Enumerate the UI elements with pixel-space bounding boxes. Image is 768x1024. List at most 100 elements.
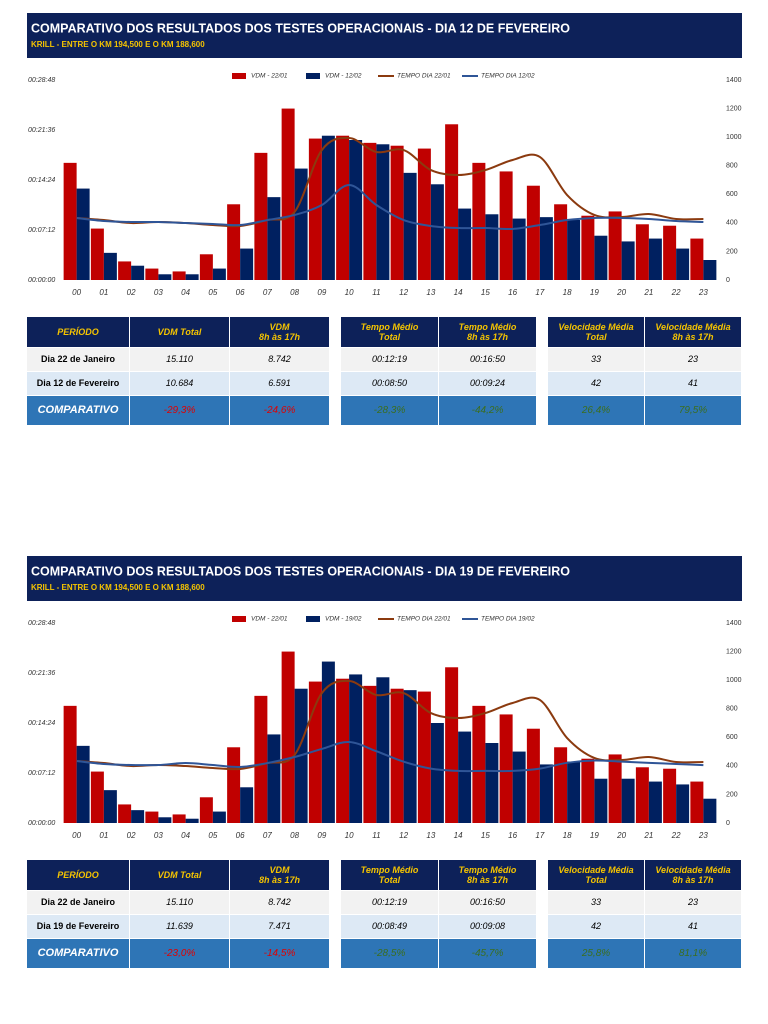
table-header-cell: VDM 8h às 17h bbox=[230, 317, 330, 347]
table-cell: COMPARATIVO bbox=[27, 938, 130, 968]
bar bbox=[172, 814, 186, 823]
bar bbox=[458, 731, 472, 823]
header-bar bbox=[27, 556, 742, 601]
x-tick-label: 20 bbox=[616, 831, 626, 840]
bar bbox=[336, 678, 350, 823]
legend-label: TEMPO DIA 19/02 bbox=[481, 616, 535, 623]
x-tick-label: 07 bbox=[263, 831, 272, 840]
bar bbox=[430, 184, 444, 280]
bar bbox=[90, 228, 104, 280]
y2-tick-label: 1400 bbox=[726, 77, 742, 84]
bar bbox=[690, 238, 704, 280]
x-tick-label: 08 bbox=[290, 288, 299, 297]
bar bbox=[635, 224, 649, 280]
bar bbox=[608, 211, 622, 280]
x-tick-label: 03 bbox=[154, 831, 163, 840]
bar bbox=[417, 691, 431, 823]
line bbox=[76, 679, 704, 771]
bar bbox=[676, 784, 690, 823]
chart-subtitle: KRILL - ENTRE O KM 194,500 E O KM 188,60… bbox=[31, 583, 205, 592]
bar bbox=[185, 818, 199, 823]
table-cell: 41 bbox=[645, 371, 742, 395]
bar bbox=[158, 817, 172, 823]
table-cell: 00:12:19 bbox=[341, 890, 439, 914]
x-tick-label: 17 bbox=[535, 831, 544, 840]
bar bbox=[663, 768, 677, 823]
x-tick-label: 10 bbox=[345, 288, 354, 297]
x-tick-label: 03 bbox=[154, 288, 163, 297]
bar bbox=[172, 271, 186, 280]
legend-swatch bbox=[232, 616, 246, 622]
bar bbox=[608, 754, 622, 823]
table-header-cell: PERÍODO bbox=[27, 317, 130, 347]
chart-title: COMPARATIVO DOS RESULTADOS DOS TESTES OP… bbox=[31, 21, 570, 35]
line bbox=[76, 183, 704, 231]
x-tick-label: 23 bbox=[698, 831, 708, 840]
bar bbox=[158, 274, 172, 280]
table-header-cell: Tempo Médio 8h às 17h bbox=[439, 317, 537, 347]
bar bbox=[185, 274, 199, 280]
bar bbox=[227, 204, 241, 280]
bar bbox=[376, 144, 390, 280]
bar bbox=[321, 661, 335, 823]
table-cell: 79,5% bbox=[645, 395, 742, 425]
y-tick-label: 00:07:12 bbox=[28, 227, 55, 234]
x-tick-label: 17 bbox=[535, 288, 544, 297]
table-cell: -23,0% bbox=[130, 938, 230, 968]
bar bbox=[621, 778, 635, 823]
bar bbox=[594, 778, 608, 823]
bar bbox=[485, 743, 499, 823]
legend-swatch bbox=[306, 616, 320, 622]
y2-tick-label: 0 bbox=[726, 277, 730, 284]
x-tick-label: 10 bbox=[345, 831, 354, 840]
bar bbox=[336, 135, 350, 280]
x-tick-label: 02 bbox=[127, 831, 136, 840]
legend-label: VDM - 12/02 bbox=[325, 73, 362, 80]
x-tick-label: 18 bbox=[563, 831, 572, 840]
y-tick-label: 00:07:12 bbox=[28, 770, 55, 777]
bar bbox=[103, 252, 117, 280]
bar bbox=[103, 790, 117, 823]
y-tick-label: 00:21:36 bbox=[28, 127, 55, 134]
bar bbox=[90, 771, 104, 823]
table-cell: 33 bbox=[548, 347, 645, 371]
bar bbox=[703, 798, 717, 823]
table-cell: 7.471 bbox=[230, 914, 330, 938]
x-tick-label: 20 bbox=[616, 288, 626, 297]
x-tick-label: 23 bbox=[698, 288, 708, 297]
chart-title: COMPARATIVO DOS RESULTADOS DOS TESTES OP… bbox=[31, 564, 570, 578]
table-cell: COMPARATIVO bbox=[27, 395, 130, 425]
y-tick-label: 00:28:48 bbox=[28, 77, 55, 84]
bar bbox=[445, 667, 459, 823]
x-tick-label: 19 bbox=[590, 831, 599, 840]
x-tick-label: 16 bbox=[508, 288, 517, 297]
bar bbox=[648, 781, 662, 823]
bar bbox=[445, 124, 459, 281]
bar bbox=[145, 268, 159, 280]
chart: COMPARATIVO DOS RESULTADOS DOS TESTES OP… bbox=[27, 13, 742, 297]
bar bbox=[240, 248, 254, 280]
x-tick-label: 15 bbox=[481, 288, 490, 297]
x-tick-label: 11 bbox=[372, 288, 380, 297]
bar bbox=[690, 781, 704, 823]
bar bbox=[512, 751, 526, 823]
x-tick-label: 00 bbox=[72, 288, 81, 297]
y2-tick-label: 400 bbox=[726, 763, 738, 770]
x-tick-label: 02 bbox=[127, 288, 136, 297]
bar bbox=[390, 145, 404, 280]
y2-tick-label: 200 bbox=[726, 248, 738, 255]
bar bbox=[131, 810, 145, 823]
y2-tick-label: 400 bbox=[726, 220, 738, 227]
bar bbox=[526, 728, 540, 823]
bar bbox=[581, 758, 595, 823]
bar bbox=[281, 651, 295, 823]
bar bbox=[567, 761, 581, 823]
bar bbox=[567, 220, 581, 280]
y-tick-label: 00:28:48 bbox=[28, 620, 55, 627]
table-cell: 00:16:50 bbox=[439, 890, 537, 914]
x-tick-label: 08 bbox=[290, 831, 299, 840]
legend-label: VDM - 22/01 bbox=[251, 73, 288, 80]
bar bbox=[512, 218, 526, 280]
bar bbox=[254, 695, 268, 823]
y2-tick-label: 0 bbox=[726, 820, 730, 827]
